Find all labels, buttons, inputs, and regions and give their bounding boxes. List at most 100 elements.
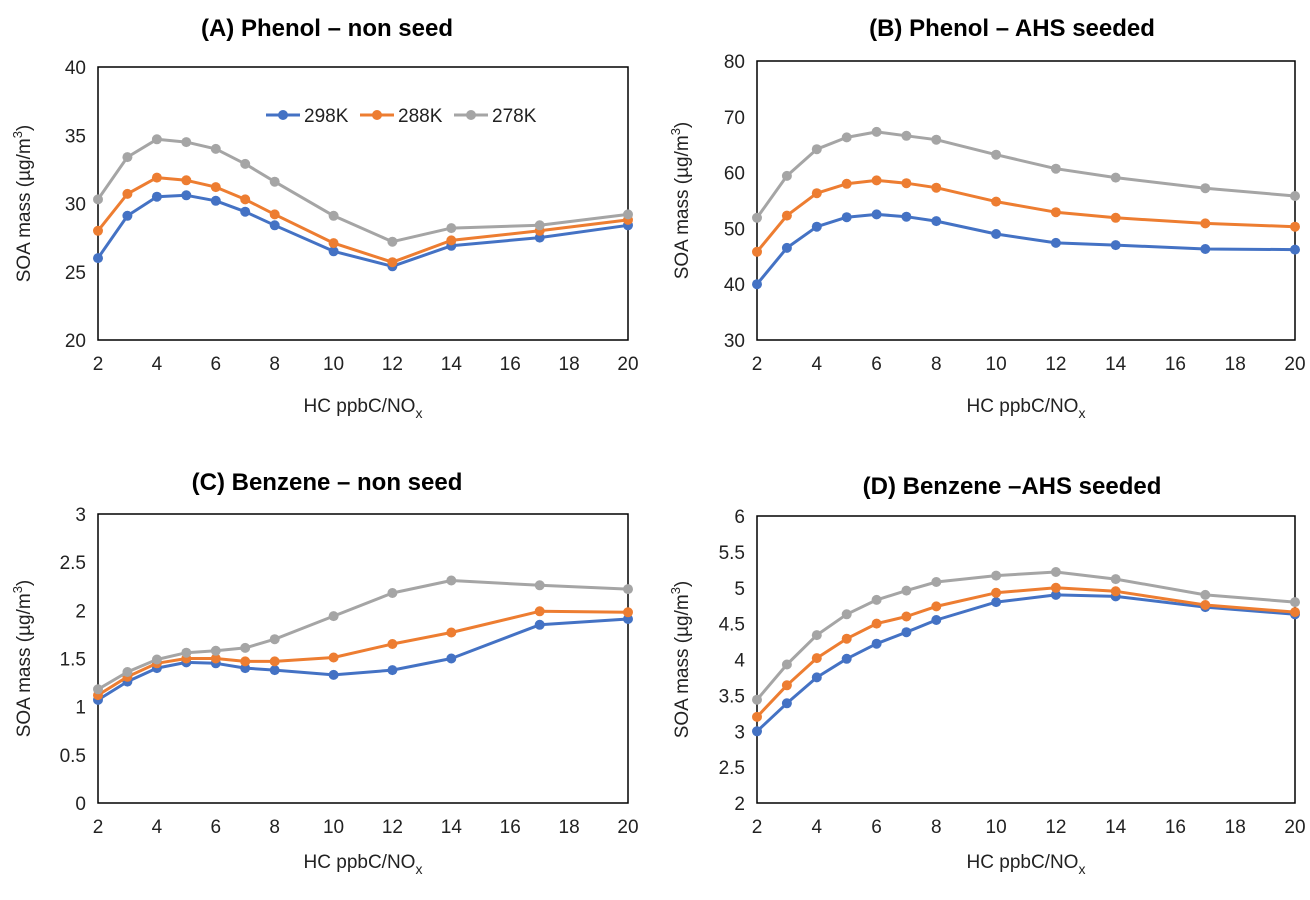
data-point (991, 149, 1002, 160)
chart-title: (C) Benzene – non seed (192, 469, 463, 496)
data-point (811, 221, 822, 232)
data-point (534, 220, 545, 231)
data-point (269, 656, 280, 667)
x-tick-label: 16 (1165, 817, 1186, 838)
data-point (122, 152, 133, 163)
data-point (623, 209, 633, 220)
data-point (122, 667, 133, 677)
y-tick-label: 40 (724, 275, 745, 296)
data-point (387, 665, 398, 676)
data-point (781, 170, 792, 181)
data-point (871, 618, 882, 629)
data-point (931, 182, 942, 193)
x-tick-label: 12 (382, 817, 403, 838)
data-point (811, 672, 822, 683)
y-axis-label: SOA mass (µg/m3) (10, 125, 35, 283)
data-point (181, 647, 192, 658)
legend-swatch-marker (466, 110, 476, 120)
data-point (181, 190, 192, 201)
x-tick-label: 14 (441, 817, 463, 838)
data-point (387, 257, 398, 268)
data-point (151, 654, 162, 665)
data-point (534, 606, 545, 617)
legend-label: 288K (398, 106, 443, 127)
legend-swatch-marker (278, 110, 288, 120)
data-point (871, 175, 882, 186)
y-tick-label: 25 (65, 263, 86, 284)
x-axis-label: HC ppbC/NOx (304, 396, 423, 421)
data-point (841, 178, 852, 189)
data-point (181, 175, 192, 186)
y-tick-label: 4 (734, 651, 745, 672)
data-point (122, 210, 133, 221)
data-point (387, 236, 398, 247)
x-tick-label: 8 (269, 817, 280, 838)
data-point (901, 585, 912, 596)
y-tick-label: 20 (65, 331, 86, 352)
data-point (387, 639, 398, 649)
x-tick-label: 20 (1284, 817, 1305, 838)
x-tick-label: 8 (931, 354, 942, 375)
data-point (1290, 244, 1300, 255)
data-point (387, 588, 398, 598)
data-point (122, 188, 133, 199)
y-tick-label: 0 (75, 794, 86, 815)
x-tick-label: 10 (323, 817, 344, 838)
data-point (210, 182, 221, 193)
data-point (811, 630, 822, 641)
x-tick-label: 6 (871, 354, 882, 375)
data-point (781, 680, 792, 691)
data-point (841, 132, 852, 143)
data-point (811, 188, 822, 199)
chart-title: (A) Phenol – non seed (201, 15, 453, 42)
x-tick-label: 8 (269, 354, 280, 375)
x-tick-label: 16 (500, 354, 521, 375)
data-point (328, 611, 339, 622)
data-point (446, 223, 457, 234)
data-point (151, 134, 162, 145)
data-point (991, 570, 1002, 581)
data-point (1110, 212, 1121, 223)
series-line-2 (755, 570, 1296, 701)
series-line-0 (96, 193, 629, 268)
x-tick-label: 20 (1284, 354, 1305, 375)
data-point (534, 580, 545, 591)
y-tick-label: 6 (734, 507, 745, 528)
x-tick-label: 16 (1165, 354, 1186, 375)
data-point (931, 577, 942, 587)
data-point (446, 627, 457, 638)
data-point (328, 210, 339, 221)
data-point (752, 279, 762, 290)
chart-title: (B) Phenol – AHS seeded (869, 15, 1155, 42)
x-tick-label: 12 (1045, 354, 1066, 375)
data-point (752, 246, 762, 257)
y-tick-label: 80 (724, 52, 745, 73)
x-tick-label: 16 (500, 817, 521, 838)
y-tick-label: 50 (724, 219, 745, 240)
data-point (210, 143, 221, 154)
data-point (781, 242, 792, 253)
data-point (210, 645, 221, 656)
data-point (871, 594, 882, 605)
data-point (1050, 163, 1061, 174)
data-point (1050, 567, 1061, 577)
x-tick-label: 10 (986, 354, 1007, 375)
x-tick-label: 12 (1045, 817, 1066, 838)
data-point (1290, 607, 1300, 618)
y-tick-label: 70 (724, 108, 745, 129)
legend-label: 278K (492, 106, 537, 127)
chart-panel-c: (C) Benzene – non seed 0 0.5 1 1.5 2 2.5 3 2 4 6 8 1… (10, 469, 639, 877)
data-point (1290, 597, 1300, 608)
data-point (991, 597, 1002, 608)
data-point (93, 225, 103, 236)
legend-swatch-marker (372, 110, 382, 120)
x-tick-label: 4 (152, 817, 163, 838)
data-point (328, 246, 339, 257)
y-tick-label: 5 (734, 579, 745, 600)
data-point (151, 172, 162, 183)
data-point (752, 711, 762, 722)
data-point (210, 653, 221, 664)
data-point (269, 634, 280, 645)
data-point (931, 134, 942, 145)
series-line-1 (96, 176, 629, 264)
